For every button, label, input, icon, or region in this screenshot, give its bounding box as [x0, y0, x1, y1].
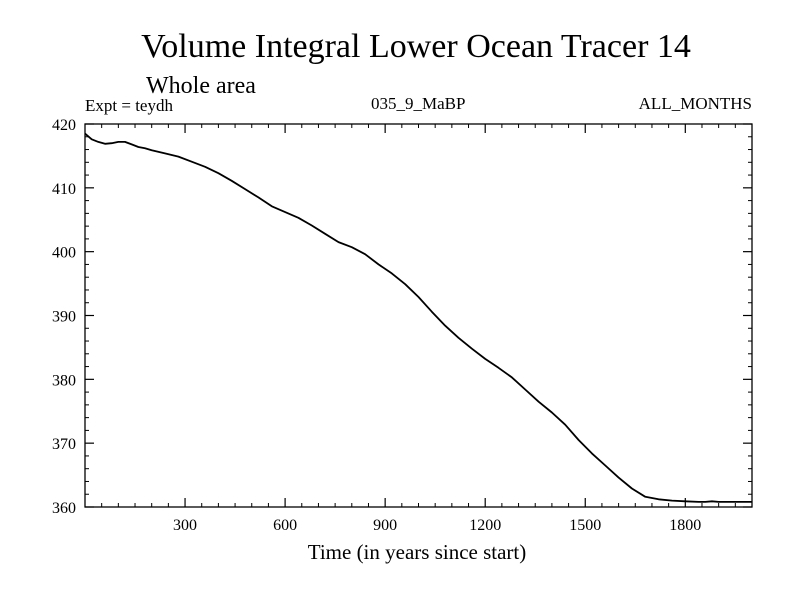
y-tick-label: 410: [52, 181, 76, 198]
y-tick-label: 360: [52, 500, 76, 517]
chart-title: Volume Integral Lower Ocean Tracer 14: [141, 28, 691, 65]
y-tick-label: 380: [52, 372, 76, 389]
run-label: 035_9_MaBP: [371, 94, 465, 113]
y-tick-label: 370: [52, 436, 76, 453]
x-tick-label: 300: [173, 517, 197, 534]
x-tick-label: 1200: [469, 517, 501, 534]
chart-subtitle: Whole area: [146, 73, 256, 99]
months-label: ALL_MONTHS: [639, 94, 752, 113]
x-axis-label: Time (in years since start): [308, 540, 527, 564]
series-line: [84, 132, 752, 503]
y-axis-ticks: 360 370 380 390 400 410 420: [52, 117, 752, 517]
x-tick-label: 1800: [669, 517, 701, 534]
y-tick-label: 400: [52, 245, 76, 262]
x-tick-label: 900: [373, 517, 397, 534]
x-tick-label: 1500: [569, 517, 601, 534]
plot-frame: [84, 123, 753, 508]
y-tick-label: 390: [52, 309, 76, 326]
experiment-label: Expt = teydh: [85, 96, 173, 115]
y-tick-label: 420: [52, 117, 76, 134]
x-axis-ticks: 300 600 900 1200 1500 1800: [101, 124, 736, 534]
x-tick-label: 600: [273, 517, 297, 534]
series-layer: [84, 132, 752, 503]
